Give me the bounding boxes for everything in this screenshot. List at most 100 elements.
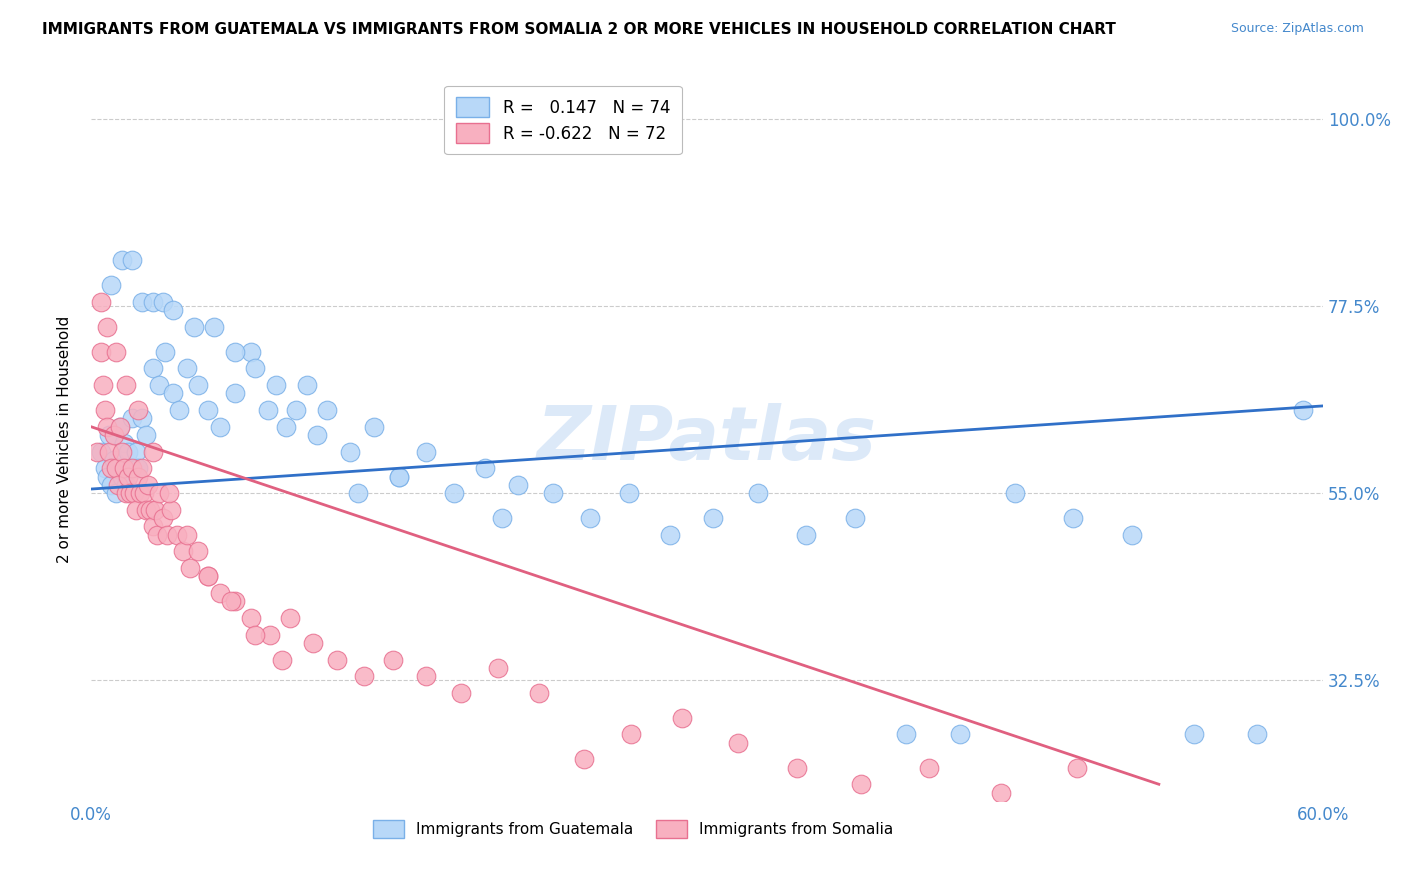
Point: [443, 486, 465, 500]
Point: [381, 652, 404, 666]
Point: [118, 486, 141, 500]
Point: [118, 461, 141, 475]
Point: [96, 419, 118, 434]
Point: [256, 403, 278, 417]
Point: [305, 428, 328, 442]
Point: [145, 528, 167, 542]
Point: [896, 727, 918, 741]
Point: [112, 461, 135, 475]
Point: [474, 461, 496, 475]
Point: [94, 403, 117, 417]
Point: [153, 344, 176, 359]
Point: [202, 319, 225, 334]
Point: [274, 419, 297, 434]
Point: [794, 528, 817, 542]
Point: [506, 478, 529, 492]
Point: [112, 436, 135, 450]
Point: [115, 486, 138, 500]
Point: [143, 503, 166, 517]
Point: [94, 461, 117, 475]
Point: [90, 295, 112, 310]
Point: [104, 461, 127, 475]
Point: [527, 686, 550, 700]
Point: [148, 486, 170, 500]
Point: [129, 486, 152, 500]
Point: [316, 403, 339, 417]
Point: [209, 586, 232, 600]
Point: [617, 486, 640, 500]
Point: [224, 344, 246, 359]
Point: [172, 544, 194, 558]
Point: [135, 428, 157, 442]
Point: [131, 295, 153, 310]
Point: [139, 503, 162, 517]
Point: [278, 611, 301, 625]
Point: [671, 711, 693, 725]
Point: [1121, 528, 1143, 542]
Point: [579, 511, 602, 525]
Point: [111, 444, 134, 458]
Point: [245, 627, 267, 641]
Point: [111, 253, 134, 268]
Point: [224, 594, 246, 608]
Point: [103, 453, 125, 467]
Point: [86, 444, 108, 458]
Point: [990, 786, 1012, 800]
Point: [747, 486, 769, 500]
Point: [450, 686, 472, 700]
Text: Source: ZipAtlas.com: Source: ZipAtlas.com: [1230, 22, 1364, 36]
Text: ZIPatlas: ZIPatlas: [537, 402, 877, 475]
Point: [271, 652, 294, 666]
Point: [620, 727, 643, 741]
Point: [156, 528, 179, 542]
Point: [104, 344, 127, 359]
Point: [103, 428, 125, 442]
Point: [353, 669, 375, 683]
Point: [285, 403, 308, 417]
Point: [127, 403, 149, 417]
Point: [134, 486, 156, 500]
Point: [183, 319, 205, 334]
Point: [388, 469, 411, 483]
Point: [100, 278, 122, 293]
Point: [339, 444, 361, 458]
Point: [111, 469, 134, 483]
Point: [115, 378, 138, 392]
Point: [91, 378, 114, 392]
Point: [240, 611, 263, 625]
Point: [127, 461, 149, 475]
Point: [727, 736, 749, 750]
Point: [157, 486, 180, 500]
Point: [388, 469, 411, 483]
Point: [949, 727, 972, 741]
Point: [844, 511, 866, 525]
Point: [100, 461, 122, 475]
Point: [1066, 761, 1088, 775]
Point: [786, 761, 808, 775]
Point: [301, 636, 323, 650]
Point: [90, 444, 112, 458]
Point: [295, 378, 318, 392]
Point: [166, 528, 188, 542]
Point: [117, 469, 139, 483]
Point: [918, 761, 941, 775]
Point: [541, 486, 564, 500]
Text: IMMIGRANTS FROM GUATEMALA VS IMMIGRANTS FROM SOMALIA 2 OR MORE VEHICLES IN HOUSE: IMMIGRANTS FROM GUATEMALA VS IMMIGRANTS …: [42, 22, 1116, 37]
Point: [141, 444, 163, 458]
Point: [162, 386, 184, 401]
Point: [131, 411, 153, 425]
Point: [197, 569, 219, 583]
Point: [121, 253, 143, 268]
Point: [127, 469, 149, 483]
Point: [486, 661, 509, 675]
Y-axis label: 2 or more Vehicles in Household: 2 or more Vehicles in Household: [58, 316, 72, 563]
Legend: Immigrants from Guatemala, Immigrants from Somalia: Immigrants from Guatemala, Immigrants fr…: [367, 814, 900, 844]
Point: [197, 569, 219, 583]
Point: [141, 361, 163, 376]
Point: [162, 303, 184, 318]
Point: [1004, 486, 1026, 500]
Point: [264, 378, 287, 392]
Point: [108, 419, 131, 434]
Point: [148, 378, 170, 392]
Point: [1062, 511, 1084, 525]
